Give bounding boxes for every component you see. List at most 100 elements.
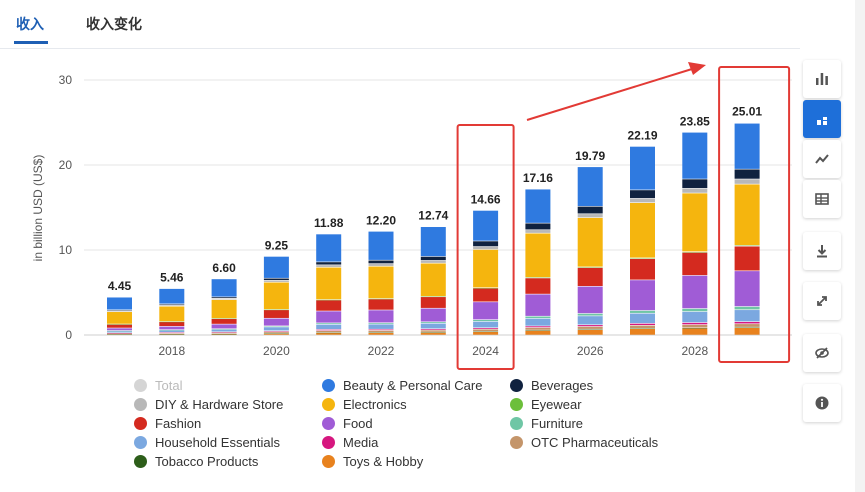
bar-segment[interactable] bbox=[734, 246, 760, 271]
bar-segment[interactable] bbox=[630, 313, 655, 324]
bar-segment[interactable] bbox=[682, 179, 708, 189]
legend-item[interactable]: Household Essentials bbox=[134, 433, 280, 452]
bar-segment[interactable] bbox=[734, 306, 760, 310]
bar-segment[interactable] bbox=[734, 169, 760, 179]
bar-segment[interactable] bbox=[211, 329, 237, 332]
bar-segment[interactable] bbox=[682, 324, 708, 328]
bar-segment[interactable] bbox=[630, 198, 655, 203]
bar-segment[interactable] bbox=[316, 267, 342, 300]
bar-segment[interactable] bbox=[368, 299, 394, 310]
page-scrollbar[interactable] bbox=[855, 0, 865, 492]
bar-segment[interactable] bbox=[734, 324, 760, 327]
bar-segment[interactable] bbox=[368, 323, 394, 324]
bar-segment[interactable] bbox=[525, 189, 551, 223]
download-button[interactable] bbox=[803, 232, 841, 270]
legend-item[interactable]: DIY & Hardware Store bbox=[134, 395, 283, 414]
bar-segment[interactable] bbox=[316, 265, 342, 267]
bar-segment[interactable] bbox=[159, 304, 185, 305]
bar-segment[interactable] bbox=[263, 327, 289, 331]
bar-segment[interactable] bbox=[577, 316, 603, 325]
bar-segment[interactable] bbox=[630, 310, 655, 313]
legend-item[interactable]: Toys & Hobby bbox=[322, 452, 423, 471]
bar-segment[interactable] bbox=[630, 202, 655, 258]
bar-segment[interactable] bbox=[316, 330, 342, 333]
stacked-bar-button[interactable] bbox=[803, 100, 841, 138]
bar-segment[interactable] bbox=[682, 308, 708, 312]
bar-segment[interactable] bbox=[420, 308, 446, 322]
bar-segment[interactable] bbox=[525, 294, 551, 316]
fullscreen-button[interactable] bbox=[803, 282, 841, 320]
legend-item[interactable]: Electronics bbox=[322, 395, 407, 414]
bar-segment[interactable] bbox=[211, 324, 237, 329]
bar-segment[interactable] bbox=[734, 184, 760, 246]
bar-segment[interactable] bbox=[682, 311, 708, 323]
bar-segment[interactable] bbox=[682, 132, 708, 179]
bar-segment[interactable] bbox=[734, 327, 760, 335]
bar-segment[interactable] bbox=[577, 267, 603, 286]
bar-segment[interactable] bbox=[525, 326, 551, 328]
bar-segment[interactable] bbox=[473, 321, 499, 328]
bar-segment[interactable] bbox=[577, 326, 603, 329]
bar-segment[interactable] bbox=[368, 260, 394, 264]
bar-segment[interactable] bbox=[107, 324, 132, 328]
bar-segment[interactable] bbox=[159, 306, 185, 322]
bar-segment[interactable] bbox=[263, 280, 289, 282]
hide-button[interactable] bbox=[803, 334, 841, 372]
bar-segment[interactable] bbox=[630, 280, 655, 311]
bar-segment[interactable] bbox=[473, 302, 499, 320]
bar-segment[interactable] bbox=[630, 146, 655, 190]
bar-segment[interactable] bbox=[211, 334, 237, 335]
bar-segment[interactable] bbox=[368, 329, 394, 331]
table-button[interactable] bbox=[803, 180, 841, 218]
bar-segment[interactable] bbox=[368, 263, 394, 266]
bar-chart-button[interactable] bbox=[803, 60, 841, 98]
bar-segment[interactable] bbox=[734, 271, 760, 307]
bar-segment[interactable] bbox=[316, 323, 342, 324]
bar-segment[interactable] bbox=[368, 310, 394, 323]
bar-segment[interactable] bbox=[107, 297, 132, 310]
bar-segment[interactable] bbox=[473, 210, 499, 241]
bar-segment[interactable] bbox=[159, 305, 185, 306]
legend-item[interactable]: OTC Pharmaceuticals bbox=[510, 433, 658, 452]
bar-segment[interactable] bbox=[630, 328, 655, 335]
bar-segment[interactable] bbox=[473, 241, 499, 247]
bar-segment[interactable] bbox=[263, 331, 289, 333]
bar-segment[interactable] bbox=[107, 331, 132, 333]
bar-segment[interactable] bbox=[263, 310, 289, 318]
bar-segment[interactable] bbox=[525, 233, 551, 278]
bar-segment[interactable] bbox=[630, 323, 655, 326]
bar-segment[interactable] bbox=[577, 167, 603, 207]
bar-segment[interactable] bbox=[263, 318, 289, 326]
bar-segment[interactable] bbox=[630, 190, 655, 199]
bar-segment[interactable] bbox=[316, 262, 342, 265]
tab-revenue[interactable]: 收入 bbox=[16, 16, 44, 32]
bar-segment[interactable] bbox=[420, 322, 446, 323]
bar-segment[interactable] bbox=[630, 325, 655, 328]
legend-item[interactable]: Food bbox=[322, 414, 373, 433]
bar-segment[interactable] bbox=[734, 321, 760, 324]
bar-segment[interactable] bbox=[263, 282, 289, 310]
bar-segment[interactable] bbox=[159, 330, 185, 333]
legend-item[interactable]: Beverages bbox=[510, 376, 593, 395]
bar-segment[interactable] bbox=[107, 328, 132, 331]
bar-segment[interactable] bbox=[420, 263, 446, 297]
bar-segment[interactable] bbox=[473, 246, 499, 250]
bar-segment[interactable] bbox=[368, 231, 394, 260]
bar-segment[interactable] bbox=[107, 312, 132, 324]
bar-segment[interactable] bbox=[473, 328, 499, 329]
bar-segment[interactable] bbox=[682, 275, 708, 309]
bar-segment[interactable] bbox=[420, 256, 446, 261]
bar-segment[interactable] bbox=[263, 278, 289, 281]
bar-segment[interactable] bbox=[420, 329, 446, 330]
bar-segment[interactable] bbox=[682, 252, 708, 276]
bar-segment[interactable] bbox=[682, 322, 708, 325]
bar-segment[interactable] bbox=[316, 332, 342, 335]
bar-segment[interactable] bbox=[368, 324, 394, 329]
bar-segment[interactable] bbox=[577, 217, 603, 267]
bar-segment[interactable] bbox=[525, 278, 551, 294]
bar-segment[interactable] bbox=[630, 258, 655, 280]
bar-segment[interactable] bbox=[577, 214, 603, 218]
bar-segment[interactable] bbox=[316, 329, 342, 331]
bar-segment[interactable] bbox=[682, 328, 708, 335]
legend-item[interactable]: Fashion bbox=[134, 414, 201, 433]
